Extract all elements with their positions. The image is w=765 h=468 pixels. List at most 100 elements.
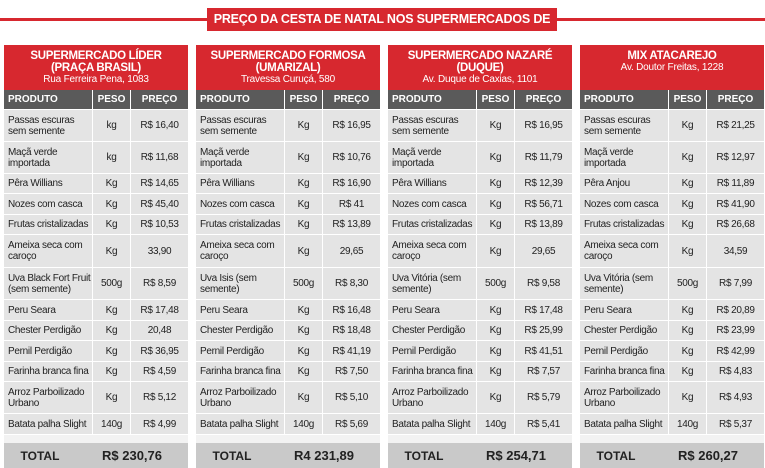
table-row: Maçã verde importada Kg R$ 10,76	[196, 142, 380, 174]
product-cell: Frutas cristalizadas	[388, 215, 477, 234]
price-cell: R$ 41,90	[716, 198, 755, 210]
price-cell: R$ 7,57	[527, 366, 560, 377]
price-cell: R$ 4,93	[719, 392, 752, 403]
price-cell: R$ 5,37	[719, 418, 752, 430]
table-row: Uva Black Fort Fruit (sem semente) 500g R$…	[4, 268, 188, 300]
product-cell: Ameixa seca com caroço	[4, 235, 93, 267]
weight-cell: 500g	[669, 268, 707, 299]
product-cell: Arroz Parboilizado Urbano	[388, 382, 477, 413]
price-cell: R$ 16,95	[524, 120, 563, 131]
weight-cell: Kg	[477, 194, 515, 214]
price-cell: R$ 18,48	[332, 325, 371, 336]
table-row: Pêra Willians Kg R$ 12,39	[388, 174, 572, 194]
price-cell: R$ 14,65	[140, 178, 179, 189]
store-header: SUPERMERCADO NAZARÉ (DUQUE) Av. Duque de C…	[388, 45, 572, 90]
table-row: Pernil Perdigão Kg R$ 41,51	[388, 341, 572, 362]
total-label: TOTAL	[596, 448, 636, 463]
weight-cell: Kg	[285, 174, 323, 193]
price-cell: R$ 13,89	[524, 219, 563, 230]
table-row: Maçã verde importada kg R$ 11,68	[4, 142, 188, 174]
total-label: TOTAL	[20, 448, 60, 463]
price-cell: R$ 7,50	[335, 366, 368, 377]
col-preco: PREÇO	[717, 94, 754, 105]
weight-cell: Kg	[93, 174, 131, 193]
store-name: SUPERMERCADO NAZARÉ (DUQUE)	[388, 45, 572, 74]
table-row: Peru Seara Kg R$ 20,89	[580, 300, 764, 321]
product-cell: Chester Perdigão	[196, 321, 285, 340]
table-row: Ameixa seca com caroço Kg 29,65	[388, 235, 572, 268]
store-name-line1: SUPERMERCADO FORMOSA	[210, 50, 366, 62]
store-header: MIX ATACAREJO Av. Doutor Freitas, 1228	[580, 45, 764, 90]
product-cell: Batata palha Slight	[388, 414, 477, 434]
product-cell: Batata palha Slight	[196, 414, 285, 434]
price-cell: R$ 10,53	[140, 219, 179, 230]
weight-cell: Kg	[477, 235, 515, 267]
product-cell: Nozes com casca	[388, 194, 477, 214]
price-cell: R$ 17,48	[524, 304, 563, 316]
col-produto: PRODUTO	[388, 90, 477, 109]
store-address: Rua Ferreira Pena, 1083	[43, 74, 149, 85]
price-cell: R$ 5,41	[527, 418, 560, 430]
weight-cell: 500g	[477, 268, 515, 299]
price-cell: R$ 7,99	[719, 278, 752, 289]
price-cell: R$ 8,59	[143, 278, 176, 289]
table-row: Chester Perdigão Kg R$ 18,48	[196, 321, 380, 341]
table-row: Batata palha Slight 140g R$ 4,99	[4, 414, 188, 435]
product-cell: Uva Isis (sem semente)	[196, 268, 285, 299]
table-row: Arroz Parboilizado Urbano Kg R$ 5,12	[4, 382, 188, 414]
table-row: Nozes com casca Kg R$ 41	[196, 194, 380, 215]
weight-cell: Kg	[93, 194, 131, 214]
table-row: Nozes com casca Kg R$ 45,40	[4, 194, 188, 215]
weight-cell: Kg	[669, 142, 707, 173]
table-row: Uva Vitória (sem semente) 500g R$ 9,58	[388, 268, 572, 300]
table-row: Batata palha Slight 140g R$ 5,69	[196, 414, 380, 435]
weight-cell: Kg	[669, 341, 707, 361]
store-name-line1: SUPERMERCADO NAZARÉ	[407, 50, 553, 62]
col-peso: PESO	[285, 90, 323, 109]
table-row: Ameixa seca com caroço Kg 33,90	[4, 235, 188, 268]
price-cell: R$ 23,99	[716, 325, 755, 336]
product-cell: Passas escuras sem semente	[580, 110, 669, 141]
store-name-line1: MIX ATACAREJO	[627, 50, 717, 62]
weight-cell: Kg	[285, 142, 323, 173]
product-cell: Maçã verde importada	[580, 142, 669, 173]
col-produto: PRODUTO	[580, 90, 669, 109]
product-cell: Passas escuras sem semente	[4, 110, 93, 141]
price-cell: R$ 17,48	[140, 304, 179, 316]
column-header: PRODUTO PESO PREÇO	[580, 90, 764, 110]
table-row: Chester Perdigão Kg R$ 23,99	[580, 321, 764, 341]
product-cell: Ameixa seca com caroço	[388, 235, 477, 267]
product-cell: Maçã verde importada	[4, 142, 93, 173]
price-cell: R$ 26,68	[716, 219, 755, 230]
product-cell: Arroz Parboilizado Urbano	[196, 382, 285, 413]
product-cell: Pernil Perdigão	[580, 341, 669, 361]
product-cell: Maçã verde importada	[388, 142, 477, 173]
table-row: Passas escuras sem semente Kg R$ 16,95	[388, 110, 572, 142]
total-label: TOTAL	[404, 448, 444, 463]
table-row: Maçã verde importada Kg R$ 11,79	[388, 142, 572, 174]
store-name: SUPERMERCADO FORMOSA (UMARIZAL)	[196, 45, 380, 74]
column-header: PRODUTO PESO PREÇO	[388, 90, 572, 110]
store-name-line2: (DUQUE)	[456, 62, 504, 74]
table-row: Uva Vitória (sem semente) 500g R$ 7,99	[580, 268, 764, 300]
table-row: Arroz Parboilizado Urbano Kg R$ 5,79	[388, 382, 572, 414]
weight-cell: Kg	[285, 341, 323, 361]
table-row: Pernil Perdigão Kg R$ 42,99	[580, 341, 764, 362]
weight-cell: Kg	[93, 215, 131, 234]
product-cell: Pêra Willians	[4, 174, 93, 193]
weight-cell: Kg	[285, 362, 323, 381]
product-cell: Pernil Perdigão	[196, 341, 285, 361]
product-cell: Ameixa seca com caroço	[580, 235, 669, 267]
weight-cell: Kg	[93, 300, 131, 320]
product-cell: Peru Seara	[388, 300, 477, 320]
weight-cell: Kg	[285, 300, 323, 320]
weight-cell: 140g	[477, 414, 515, 434]
weight-cell: Kg	[477, 341, 515, 361]
table-row: Nozes com casca Kg R$ 41,90	[580, 194, 764, 215]
weight-cell: Kg	[93, 341, 131, 361]
price-cell: R$ 16,48	[332, 304, 371, 316]
product-cell: Pernil Perdigão	[388, 341, 477, 361]
weight-cell: Kg	[285, 321, 323, 340]
weight-cell: Kg	[669, 194, 707, 214]
store-name-line2: (PRAÇA BRASIL)	[51, 62, 141, 74]
